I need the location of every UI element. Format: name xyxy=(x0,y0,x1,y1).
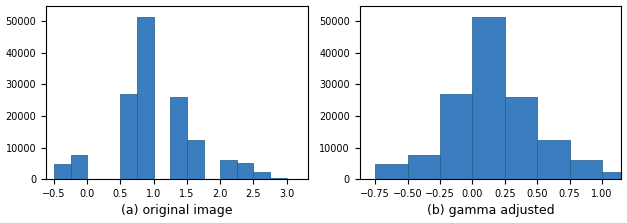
Bar xyxy=(71,155,87,179)
Bar xyxy=(440,94,472,179)
Bar xyxy=(569,160,602,179)
Bar xyxy=(472,17,505,179)
X-axis label: (b) gamma adjusted: (b) gamma adjusted xyxy=(427,204,554,217)
Bar xyxy=(120,94,137,179)
Bar xyxy=(270,178,287,179)
Bar xyxy=(408,155,440,179)
Bar xyxy=(237,163,253,179)
Bar xyxy=(602,172,627,179)
Bar xyxy=(253,172,270,179)
Bar xyxy=(137,17,154,179)
Bar xyxy=(220,160,237,179)
Bar xyxy=(375,164,408,179)
Bar xyxy=(505,97,537,179)
X-axis label: (a) original image: (a) original image xyxy=(121,204,233,217)
Bar xyxy=(187,140,204,179)
Bar xyxy=(54,164,71,179)
Bar xyxy=(171,97,187,179)
Bar xyxy=(537,140,569,179)
